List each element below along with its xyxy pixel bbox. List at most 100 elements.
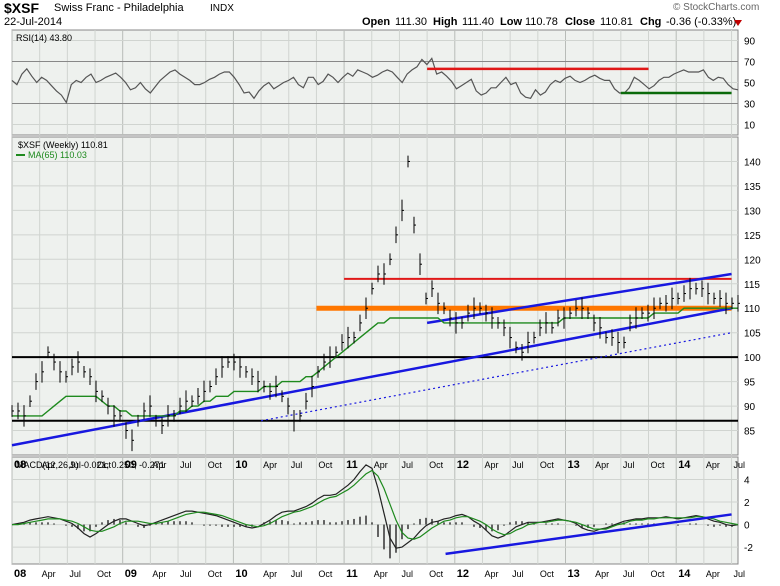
time-axis-label: Oct (540, 569, 555, 579)
time-axis-label: 12 (457, 459, 469, 471)
open-label: Open (362, 16, 391, 28)
time-axis-label: Oct (540, 460, 555, 470)
close-label: Close (565, 16, 595, 28)
ma-legend: MA(65) 110.03 (28, 150, 87, 160)
time-axis-label: 13 (567, 459, 579, 471)
time-axis-label: Apr (263, 569, 277, 579)
time-axis-label: Apr (152, 569, 166, 579)
y-tick-label-macd: -2 (744, 543, 753, 554)
time-axis-label: Apr (484, 460, 498, 470)
macd-legend: MACD(12,26,9) -0.021, 0.250, -0.271 (16, 460, 165, 470)
chart-name: Swiss Franc - Philadelphia (54, 2, 184, 14)
y-tick-label-macd: 4 (744, 476, 750, 487)
time-axis-label: 11 (346, 568, 358, 580)
y-tick-label-rsi: 50 (744, 79, 756, 90)
y-tick-label-price: 90 (744, 402, 756, 413)
y-tick-label-price: 95 (744, 378, 756, 389)
y-tick-label-rsi: 10 (744, 121, 756, 132)
y-tick-label-price: 135 (744, 182, 761, 193)
time-axis-label: Apr (595, 569, 609, 579)
panel-price (11, 136, 739, 456)
time-axis-label: Oct (429, 569, 444, 579)
down-arrow-icon (734, 20, 742, 26)
ma-line (12, 307, 738, 417)
time-axis-label: Apr (706, 460, 720, 470)
time-axis-label: 14 (678, 568, 691, 580)
y-tick-label-price: 100 (744, 353, 761, 364)
chart-exchange: INDX (210, 3, 234, 14)
time-axis-label: 11 (346, 459, 358, 471)
macd-signal-line (12, 469, 739, 540)
time-axis-label: Jul (69, 460, 81, 470)
time-axis-label: Jul (69, 569, 81, 579)
time-axis-label: Jul (401, 569, 413, 579)
time-axis-label: Apr (263, 460, 277, 470)
time-axis-label: 08 (14, 459, 26, 471)
y-tick-label-rsi: 30 (744, 100, 756, 111)
time-axis-label: Apr (374, 460, 388, 470)
time-axis-label: Apr (374, 569, 388, 579)
time-axis-label: 08 (14, 568, 26, 580)
high-value: 111.40 (462, 16, 495, 28)
time-axis-label: 10 (235, 568, 247, 580)
time-axis-label: Apr (595, 460, 609, 470)
chart-symbol: $XSF (4, 0, 40, 16)
time-axis-label: 10 (235, 459, 247, 471)
close-value: 110.81 (600, 16, 633, 28)
time-axis-label: Oct (429, 460, 444, 470)
price-bars (11, 155, 740, 452)
time-axis-label: 12 (457, 568, 469, 580)
y-tick-label-macd: 2 (744, 498, 750, 509)
rsi-line (11, 57, 739, 104)
rsi-legend: RSI(14) 43.80 (16, 33, 72, 43)
open-value: 111.30 (395, 16, 428, 28)
price-trendline (426, 272, 732, 325)
chg-label: Chg (640, 16, 662, 28)
time-axis-label: Jul (734, 460, 746, 470)
time-axis-label: Jul (180, 460, 192, 470)
time-axis-label: Apr (42, 569, 56, 579)
low-value: 110.78 (525, 16, 558, 28)
time-axis-label: Oct (318, 460, 333, 470)
time-axis-label: Jul (512, 569, 524, 579)
time-axis-label: Oct (97, 460, 112, 470)
time-axis-label: Apr (152, 460, 166, 470)
time-axis-label: Oct (97, 569, 112, 579)
time-axis-label: Oct (651, 569, 666, 579)
time-axis-label: Apr (706, 569, 720, 579)
chart-date: 22-Jul-2014 (4, 16, 63, 28)
time-axis-label: Oct (208, 460, 223, 470)
macd-trendline (445, 513, 732, 556)
price-legend: $XSF (Weekly) 110.81 (18, 140, 108, 150)
time-axis-label: Jul (623, 569, 635, 579)
panel-macd (11, 456, 739, 565)
time-axis-label: Oct (208, 569, 223, 579)
time-axis-label: Apr (484, 569, 498, 579)
y-tick-label-price: 110 (744, 304, 760, 315)
time-axis-label: Apr (42, 460, 56, 470)
time-axis-label: Jul (291, 460, 303, 470)
y-tick-label-price: 125 (744, 231, 761, 242)
time-axis-label: Jul (623, 460, 635, 470)
time-axis-label: 14 (678, 459, 691, 471)
time-axis-label: Oct (651, 460, 666, 470)
time-axis-label: Jul (180, 569, 192, 579)
time-axis-label: Jul (401, 460, 413, 470)
time-axis-label: Jul (734, 569, 746, 579)
y-tick-label-rsi: 70 (744, 58, 756, 69)
y-tick-label-price: 120 (744, 255, 761, 266)
time-axis-label: 09 (125, 459, 137, 471)
low-label: Low (500, 16, 522, 28)
time-axis-label: 13 (567, 568, 579, 580)
y-tick-label-price: 85 (744, 427, 756, 438)
time-axis-label: Jul (291, 569, 303, 579)
time-axis-label: Jul (512, 460, 524, 470)
y-tick-label-rsi: 90 (744, 37, 756, 48)
chg-value: -0.36 (-0.33%) (666, 16, 737, 28)
y-tick-label-macd: 0 (744, 521, 750, 532)
time-axis-label: 09 (125, 568, 137, 580)
high-label: High (433, 16, 458, 28)
y-tick-label-price: 115 (744, 280, 760, 291)
